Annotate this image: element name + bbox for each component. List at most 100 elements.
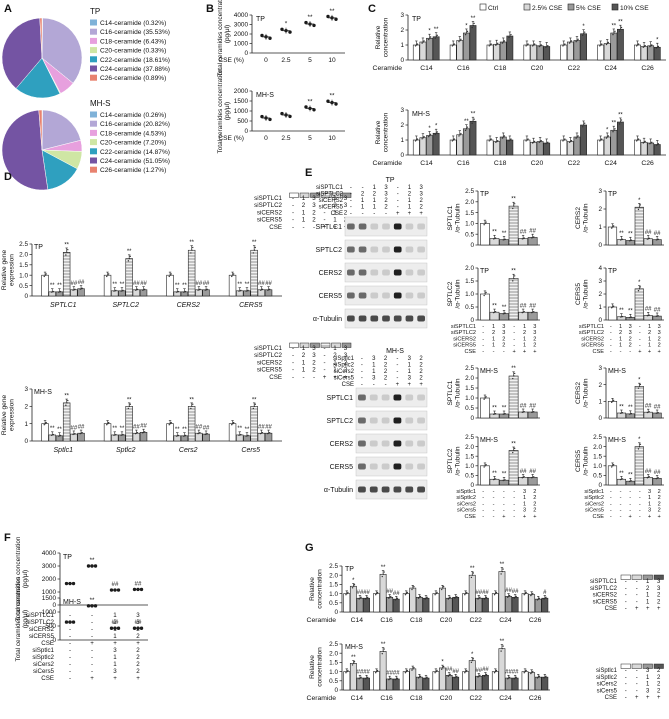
e-mhs-cers5-row-value: + <box>658 514 661 520</box>
g-mhs-legend-row-value: - <box>625 675 627 681</box>
g-tp-legend-row-value: + <box>635 606 639 612</box>
d-tp-row-value: - <box>323 217 325 224</box>
g-mhs-legend-row-label: CSE <box>605 695 617 701</box>
e-tp-cers5-row-value: - <box>629 349 631 355</box>
g-x-tick-label: C14 <box>351 617 364 624</box>
e-tp-cers2-bar <box>607 226 618 246</box>
d-mhs-row-value: - <box>292 359 294 366</box>
e-mhs-sptlc2-row-value: - <box>493 489 495 495</box>
e-mhs-cers5-bar <box>652 477 662 486</box>
e-tp-sptlc2-row-value: - <box>482 343 484 349</box>
e-tp-cers2-point <box>638 206 641 208</box>
d-tp-row-value: 3 <box>312 195 316 202</box>
c-chart-0-c14-sig-label: * <box>428 29 431 35</box>
g-mhs-legend-row-value: - <box>625 695 627 701</box>
e-mhs-blot-row-value: 2 <box>419 376 423 382</box>
e-mhs-sptlc2-group-label: MH-S <box>480 437 498 444</box>
d-tp-sptlc1-sig-label: ## <box>71 281 78 287</box>
g-chart-0-c18-point <box>411 588 413 591</box>
e-tp-blot-band <box>358 292 367 299</box>
e-mhs-sptlc2-row-value: - <box>513 508 515 514</box>
e-tp-cers5-sig-label: ## <box>654 307 661 313</box>
e-tp-cers5-row-value: 2 <box>629 343 632 349</box>
c-chart-0-c14-sig-label: ** <box>434 27 439 33</box>
d-tp-sptlc1-sig-label: ** <box>64 242 69 248</box>
e-tp-blot-row-value: - <box>362 185 364 191</box>
b-ylabel-unit: (pg/μl) <box>224 25 231 43</box>
e-mhs-sptlc1-group-label: MH-S <box>480 368 498 375</box>
c-chart-1-y-tick-label: 0 <box>400 152 404 159</box>
e-mhs-cers5-group-label: MH-S <box>608 437 626 444</box>
g-chart-0-c16-sig-label: ## <box>386 589 393 595</box>
e-mhs-cers5-row-value: - <box>639 514 641 520</box>
e-tp-blot-row-value: - <box>350 205 352 211</box>
b-data-point <box>280 111 284 116</box>
e-mhs-cers2-point <box>630 412 633 415</box>
d-mhs-sptlc2-point <box>134 432 137 435</box>
d-tp-sptlc1-point <box>44 274 47 276</box>
g-chart-1-c22-bar <box>462 671 470 691</box>
e-tp-sptlc2-ylabel: SPTLC2 <box>447 281 454 306</box>
d-tp-row-value: - <box>302 224 304 231</box>
e-mhs-sptlc1-y-tick-label: 0.5 <box>465 405 474 412</box>
d-mhs-cers5-point <box>268 432 271 434</box>
c-legend-label: 2.5% CSE <box>532 5 563 12</box>
pie-0-slice-c24-ceramide <box>1 17 43 89</box>
f-chart-1-y-tick-label: 1000 <box>42 609 57 616</box>
d-mhs-row-value: 2 <box>344 359 348 366</box>
e-mhs-sptlc2-row-value: - <box>503 501 505 507</box>
g-chart-0-c16-bar <box>392 598 400 613</box>
e-tp-blot-row-value: 1 <box>373 185 377 191</box>
c-chart-1-c18-bar <box>493 141 501 156</box>
d-mhs-sptlc1-point <box>45 421 47 424</box>
e-mhs-cers5-row-label: siCers2 <box>585 501 604 507</box>
e-mhs-blot-row-value: + <box>407 382 411 388</box>
g-chart-0-c22-point <box>471 574 474 576</box>
e-mhs-sptlc1-sig-label: ** <box>502 405 507 411</box>
d-mhs-row-value: 3 <box>312 352 316 359</box>
g-chart-0-c16-point <box>376 591 379 594</box>
e-mhs-cers5-bar <box>616 478 626 486</box>
g-chart-1-c18-point <box>411 669 413 671</box>
e-tp-cers2-ylabel: CERS2 <box>575 207 582 229</box>
e-mhs-blot-band <box>358 440 366 447</box>
e-tp-sptlc2-row-value: 2 <box>533 343 536 349</box>
e-tp-blot-band-label: SPTLC1 <box>316 224 343 231</box>
g-chart-0-c26-bar <box>521 593 529 613</box>
g-chart-1-c22-point <box>466 669 468 672</box>
d-tp-cers2-bar <box>202 289 210 297</box>
d-tp-sptlc1-bar <box>70 289 78 297</box>
g-chart-1-c26-bar <box>534 676 542 691</box>
e-mhs-sptlc2-row-value: - <box>482 508 484 514</box>
e-tp-sptlc2-row-value: - <box>503 349 505 355</box>
e-mhs-blot-blot-sptlc2 <box>355 410 428 431</box>
c-chart-1-c24-bar <box>610 129 618 156</box>
c-chart-0-c16-bar <box>462 32 470 61</box>
e-mhs-sptlc1-point <box>494 413 497 415</box>
d-mhs-row-value: 2 <box>312 359 316 366</box>
e-mhs-cers2-point <box>637 387 640 389</box>
c-chart-0-c22-point <box>577 38 579 41</box>
b-data-point <box>288 30 292 34</box>
g-x-tick-label: C22 <box>469 617 482 624</box>
e-tp-sptlc2-row-value: 3 <box>533 330 536 336</box>
c-chart-1-c14-point <box>415 139 418 141</box>
d-tp-y-tick-label: 2.5 <box>19 241 28 248</box>
d-mhs-gene-label: Sptlc1 <box>54 447 74 454</box>
g-chart-1-y-tick-label: 2.5 <box>329 641 338 648</box>
c-chart-1-c22-point <box>577 135 579 137</box>
e-tp-cers2-sig-label: ** <box>619 231 624 237</box>
e-tp-sptlc2-bar <box>499 313 509 321</box>
e-tp-cers5-row-label: CSE <box>592 349 604 355</box>
pie-legend-label: C16-ceramide (35.53%) <box>100 29 170 36</box>
e-tp-sptlc2-row-value: 2 <box>502 343 505 349</box>
c-chart-0-c18-point <box>510 33 512 36</box>
g-chart-0-c24-point <box>507 596 509 598</box>
e-mhs-cers2-y-tick-label: 0 <box>598 415 602 422</box>
e-tp-sptlc2-point <box>494 311 497 313</box>
f-row-value: - <box>69 668 71 675</box>
c-chart-0-c18-point <box>509 35 511 37</box>
e-tp-sptlc1-group-label: TP <box>480 191 489 198</box>
g-chart-1-c20-point <box>442 665 445 668</box>
